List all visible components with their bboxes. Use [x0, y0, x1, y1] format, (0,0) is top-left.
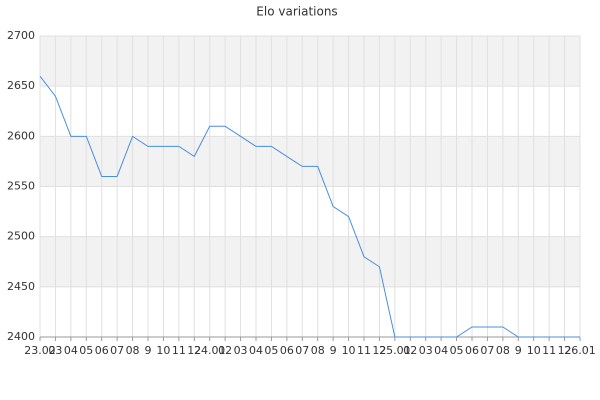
plot-band [40, 136, 580, 187]
y-tick-label: 2450 [7, 280, 35, 293]
x-tick-label: 07 [110, 344, 124, 357]
x-tick-label: 9 [515, 344, 522, 357]
x-tick-label: 08 [126, 344, 140, 357]
x-tick-label: 11 [357, 344, 371, 357]
x-tick-label: 10 [342, 344, 356, 357]
x-tick-label: 04 [249, 344, 263, 357]
x-tick-label: 06 [465, 344, 479, 357]
x-tick-label: 10 [156, 344, 170, 357]
x-tick-label: 07 [480, 344, 494, 357]
x-tick-label: 08 [496, 344, 510, 357]
x-tick-label: 9 [145, 344, 152, 357]
x-tick-label: 03 [48, 344, 62, 357]
y-tick-label: 2400 [7, 330, 35, 343]
x-tick-label: 25.01 [379, 344, 411, 357]
x-tick-label: 11 [172, 344, 186, 357]
plot-band [40, 36, 580, 87]
x-tick-label: 10 [527, 344, 541, 357]
x-tick-label: 06 [95, 344, 109, 357]
data-line [39, 75, 580, 338]
x-tick-label: 24.01 [194, 344, 226, 357]
x-tick-label: 05 [450, 344, 464, 357]
x-tick-label: 07 [295, 344, 309, 357]
x-tick-label: 12 [187, 344, 201, 357]
x-tick-label: 05 [79, 344, 93, 357]
x-tick-label: 26.01 [564, 344, 596, 357]
chart-title: Elo variations [256, 5, 337, 19]
x-tick-label: 12 [558, 344, 572, 357]
x-tick-label: 02 [403, 344, 417, 357]
x-tick-label: 03 [234, 344, 248, 357]
y-tick-label: 2550 [7, 180, 35, 193]
x-tick-label: 04 [64, 344, 78, 357]
y-tick-label: 2650 [7, 79, 35, 92]
x-tick-label: 08 [311, 344, 325, 357]
y-tick-label: 2600 [7, 129, 35, 142]
x-tick-label: 05 [264, 344, 278, 357]
x-tick-label: 06 [280, 344, 294, 357]
y-tick-label: 2700 [7, 29, 35, 42]
x-tick-label: 11 [542, 344, 556, 357]
x-tick-label: 23.02 [24, 344, 56, 357]
x-tick-label: 03 [419, 344, 433, 357]
x-tick-label: 04 [434, 344, 448, 357]
y-tick-label: 2500 [7, 230, 35, 243]
x-tick-label: 9 [330, 344, 337, 357]
plot-band [40, 236, 580, 287]
x-tick-label: 12 [372, 344, 386, 357]
x-tick-label: 02 [218, 344, 232, 357]
